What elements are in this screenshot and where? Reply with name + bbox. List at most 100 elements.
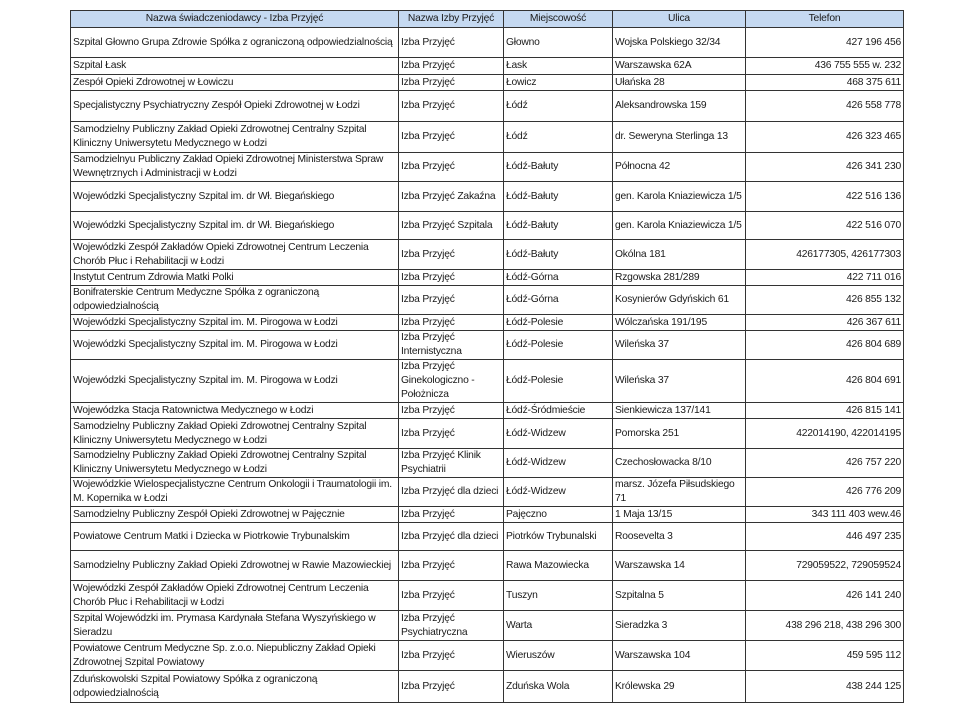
provider-cell: Samodzielny Publiczny Zakład Opieki Zdro… [70,550,399,581]
unit-cell: Izba Przyjęć [398,506,504,523]
street-cell: gen. Karola Kniaziewicza 1/5 [612,181,746,212]
city-cell: Piotrków Trybunalski [503,522,613,551]
unit-cell: Izba Przyjęć [398,121,504,153]
table-row: Szpital Wojewódzki im. Prymasa Kardynała… [70,610,904,641]
city-cell: Łódź-Bałuty [503,181,613,212]
phone-cell: 446 497 235 [745,522,904,551]
table-row: Wojewódzki Specjalistyczny Szpital im. d… [70,181,904,212]
city-cell: Łowicz [503,74,613,91]
city-cell: Rawa Mazowiecka [503,550,613,581]
street-cell: Wileńska 37 [612,330,746,360]
city-cell: Łódź-Śródmieście [503,402,613,419]
header-unit: Nazwa Izby Przyjęć [398,10,504,28]
phone-cell: 438 296 218, 438 296 300 [745,610,904,641]
table-row: Zduńskowolski Szpital Powiatowy Spółka z… [70,670,904,703]
provider-cell: Zduńskowolski Szpital Powiatowy Spółka z… [70,670,399,703]
hospital-admissions-table: Nazwa świadczeniodawcy - Izba Przyjęć Na… [70,10,904,703]
provider-cell: Specjalistyczny Psychiatryczny Zespół Op… [70,90,399,122]
city-cell: Łódź [503,90,613,122]
unit-cell: Izba Przyjęć [398,90,504,122]
provider-cell: Wojewódzki Specjalistyczny Szpital im. d… [70,181,399,212]
table-row: Samodzielny Publiczny Zakład Opieki Zdro… [70,448,904,478]
unit-cell: Izba Przyjęć [398,670,504,703]
phone-cell: 422 711 016 [745,269,904,286]
phone-cell: 426177305, 426177303 [745,239,904,270]
street-cell: Ułańska 28 [612,74,746,91]
table-row: Powiatowe Centrum Medyczne Sp. z.o.o. Ni… [70,640,904,671]
unit-cell: Izba Przyjęć [398,74,504,91]
street-cell: Rzgowska 281/289 [612,269,746,286]
unit-cell: Izba Przyjęć Internistyczna [398,330,504,360]
table-row: Szpital Głowno Grupa Zdrowie Spółka z og… [70,27,904,58]
table-row: Powiatowe Centrum Matki i Dziecka w Piot… [70,522,904,551]
phone-cell: 427 196 456 [745,27,904,58]
unit-cell: Izba Przyjęć [398,152,504,182]
provider-cell: Wojewódzki Specjalistyczny Szpital im. M… [70,314,399,331]
phone-cell: 426 804 691 [745,359,904,403]
unit-cell: Izba Przyjęć [398,27,504,58]
table-row: Wojewódzki Zespół Zakładów Opieki Zdrowo… [70,239,904,270]
table-row: Wojewódzki Zespół Zakładów Opieki Zdrowo… [70,580,904,611]
header-city: Miejscowość [503,10,613,28]
header-provider: Nazwa świadczeniodawcy - Izba Przyjęć [70,10,399,28]
street-cell: Warszawska 62A [612,57,746,75]
table-row: Specjalistyczny Psychiatryczny Zespół Op… [70,90,904,122]
table-row: Instytut Centrum Zdrowia Matki Polki Izba… [70,269,904,286]
city-cell: Łódź-Bałuty [503,211,613,240]
city-cell: Łódź-Widzew [503,477,613,507]
provider-cell: Wojewódzki Specjalistyczny Szpital im. M… [70,359,399,403]
city-cell: Łódź-Widzew [503,418,613,449]
unit-cell: Izba Przyjęć [398,285,504,315]
city-cell: Pajęczno [503,506,613,523]
unit-cell: Izba Przyjęć [398,640,504,671]
table-row: Szpital Łask Izba Przyjęć Łask Warszawska 6… [70,57,904,75]
table-row: Wojewódzki Specjalistyczny Szpital im. d… [70,211,904,240]
phone-cell: 426 341 230 [745,152,904,182]
phone-cell: 438 244 125 [745,670,904,703]
table-row: Bonifraterskie Centrum Medyczne Spółka z… [70,285,904,315]
table-row: Samodzielny Publiczny Zakład Opieki Zdro… [70,121,904,153]
street-cell: Czechosłowacka 8/10 [612,448,746,478]
provider-cell: Wojewódzkie Wielospecjalistyczne Centrum… [70,477,399,507]
city-cell: Łask [503,57,613,75]
unit-cell: Izba Przyjęć [398,269,504,286]
phone-cell: 426 776 209 [745,477,904,507]
unit-cell: Izba Przyjęć [398,239,504,270]
table-row: Samodzielny Publiczny Zakład Opieki Zdro… [70,550,904,581]
phone-cell: 426 804 689 [745,330,904,360]
phone-cell: 459 595 112 [745,640,904,671]
provider-cell: Zespół Opieki Zdrowotnej w Łowiczu [70,74,399,91]
phone-cell: 426 323 465 [745,121,904,153]
table-row: Wojewódzki Specjalistyczny Szpital im. M… [70,314,904,331]
street-cell: Północna 42 [612,152,746,182]
table-row: Wojewódzka Stacja Ratownictwa Medycznego… [70,402,904,419]
city-cell: Łódź-Bałuty [503,239,613,270]
table-row: Wojewódzki Specjalistyczny Szpital im. M… [70,359,904,403]
city-cell: Łódź-Widzew [503,448,613,478]
header-row: Nazwa świadczeniodawcy - Izba Przyjęć Na… [70,10,904,28]
phone-cell: 426 757 220 [745,448,904,478]
provider-cell: Bonifraterskie Centrum Medyczne Spółka z… [70,285,399,315]
phone-cell: 343 111 403 wew.46 [745,506,904,523]
phone-cell: 426 815 141 [745,402,904,419]
phone-cell: 422 516 070 [745,211,904,240]
street-cell: Wólczańska 191/195 [612,314,746,331]
provider-cell: Wojewódzki Zespół Zakładów Opieki Zdrowo… [70,239,399,270]
city-cell: Warta [503,610,613,641]
table-row: Samodzielnyu Publiczny Zakład Opieki Zdr… [70,152,904,182]
street-cell: Wojska Polskiego 32/34 [612,27,746,58]
street-cell: Kosynierów Gdyńskich 61 [612,285,746,315]
city-cell: Wieruszów [503,640,613,671]
provider-cell: Powiatowe Centrum Medyczne Sp. z.o.o. Ni… [70,640,399,671]
city-cell: Łódź-Polesie [503,330,613,360]
street-cell: marsz. Józefa Piłsudskiego 71 [612,477,746,507]
table-row: Wojewódzkie Wielospecjalistyczne Centrum… [70,477,904,507]
street-cell: Warszawska 104 [612,640,746,671]
unit-cell: Izba Przyjęć Ginekologiczno - Położnicza [398,359,504,403]
phone-cell: 422014190, 422014195 [745,418,904,449]
unit-cell: Izba Przyjęć Klinik Psychiatrii [398,448,504,478]
provider-cell: Wojewódzki Zespół Zakładów Opieki Zdrowo… [70,580,399,611]
unit-cell: Izba Przyjęć [398,550,504,581]
provider-cell: Szpital Wojewódzki im. Prymasa Kardynała… [70,610,399,641]
provider-cell: Samodzielny Publiczny Zakład Opieki Zdro… [70,448,399,478]
